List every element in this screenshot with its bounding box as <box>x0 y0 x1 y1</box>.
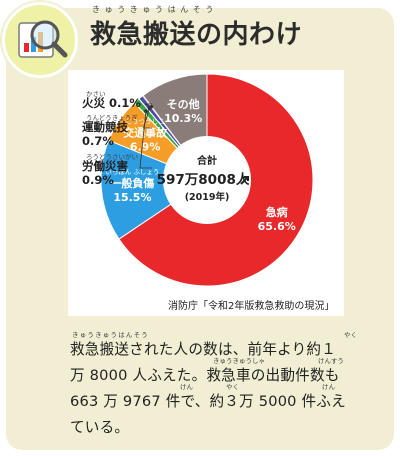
ruby-yaku2: やく <box>226 383 239 391</box>
ruby-ken1: けん <box>180 383 193 391</box>
ruby-kyukyusha: きゅうきゅうしゃ <box>213 357 265 365</box>
ruby-undo: うんどうきょうぎ <box>86 114 138 122</box>
label-rodo-name: 労働災害 <box>82 159 128 173</box>
body-line: 万 8000 人ふえた。救急車の出動件数も <box>70 367 340 384</box>
leader-line <box>145 103 152 108</box>
donut-hole <box>163 136 251 224</box>
magnifier-chart-icon <box>2 2 78 78</box>
slice-value: 10.3% <box>164 112 202 125</box>
slice-label: 交通事故 <box>123 126 168 140</box>
chart-source: 消防庁「令和2年版救急救助の現況」 <box>168 301 335 312</box>
leader-line <box>142 108 152 129</box>
slice-value: 15.5% <box>113 191 151 204</box>
slice-value: 65.6% <box>258 220 296 233</box>
pie-slice <box>100 139 209 240</box>
leader-dot <box>144 109 148 113</box>
ruby-rodo: ろうどうさいがい <box>86 153 138 161</box>
title-ruby: きゅうきゅうはんそう <box>92 5 218 14</box>
label-undo-name: 運動競技 <box>82 120 128 134</box>
body-paragraph: 救急搬送された人の数は、前年より約１ 万 8000 人ふえた。救急車の出動件数も… <box>70 337 388 441</box>
ruby-kyukyu-hanso: きゅうきゅうはんそう <box>72 331 149 339</box>
page-title: 救急搬送の内わけ <box>90 20 303 50</box>
label-undo-value: 0.7% <box>82 134 114 148</box>
chart-panel: 合計 597万8008人 (2019年) 急病 65.6% いっぱん ふしょう 一般負傷 15… <box>68 70 344 316</box>
body-line: ている。 <box>70 419 130 436</box>
slice-label: その他 <box>167 97 200 111</box>
body-line: 救急搬送された人の数は、前年より約１ <box>70 341 336 358</box>
label-rodo-value: 0.9% <box>82 173 114 187</box>
leader-dot <box>147 106 152 111</box>
label-kasai: 火災 0.1% <box>82 95 141 111</box>
center-total: 597万8008人 <box>157 172 250 188</box>
label-kasai-value: 0.1% <box>109 96 141 110</box>
leader-line <box>139 111 152 169</box>
increase-arrow-icon <box>240 176 249 185</box>
slice-ruby: いっぱん ふしょう <box>105 168 159 176</box>
center-year: (2019年) <box>185 191 230 203</box>
label-kasai-name: 火災 <box>82 96 105 110</box>
ruby-kasai: かさい <box>86 90 106 98</box>
ruby-kensu: けんすう <box>318 357 344 365</box>
slice-label: 急病 <box>266 205 288 219</box>
slice-value: 6.9% <box>130 141 161 154</box>
slice-label: 一般負傷 <box>110 176 154 190</box>
ruby-yaku1: やく <box>344 331 357 339</box>
center-label: 合計 <box>196 154 217 167</box>
ruby-ken2: けん <box>322 383 335 391</box>
body-line: 663 万 9767 件で、約３万 5000 件ふえ <box>70 393 346 410</box>
